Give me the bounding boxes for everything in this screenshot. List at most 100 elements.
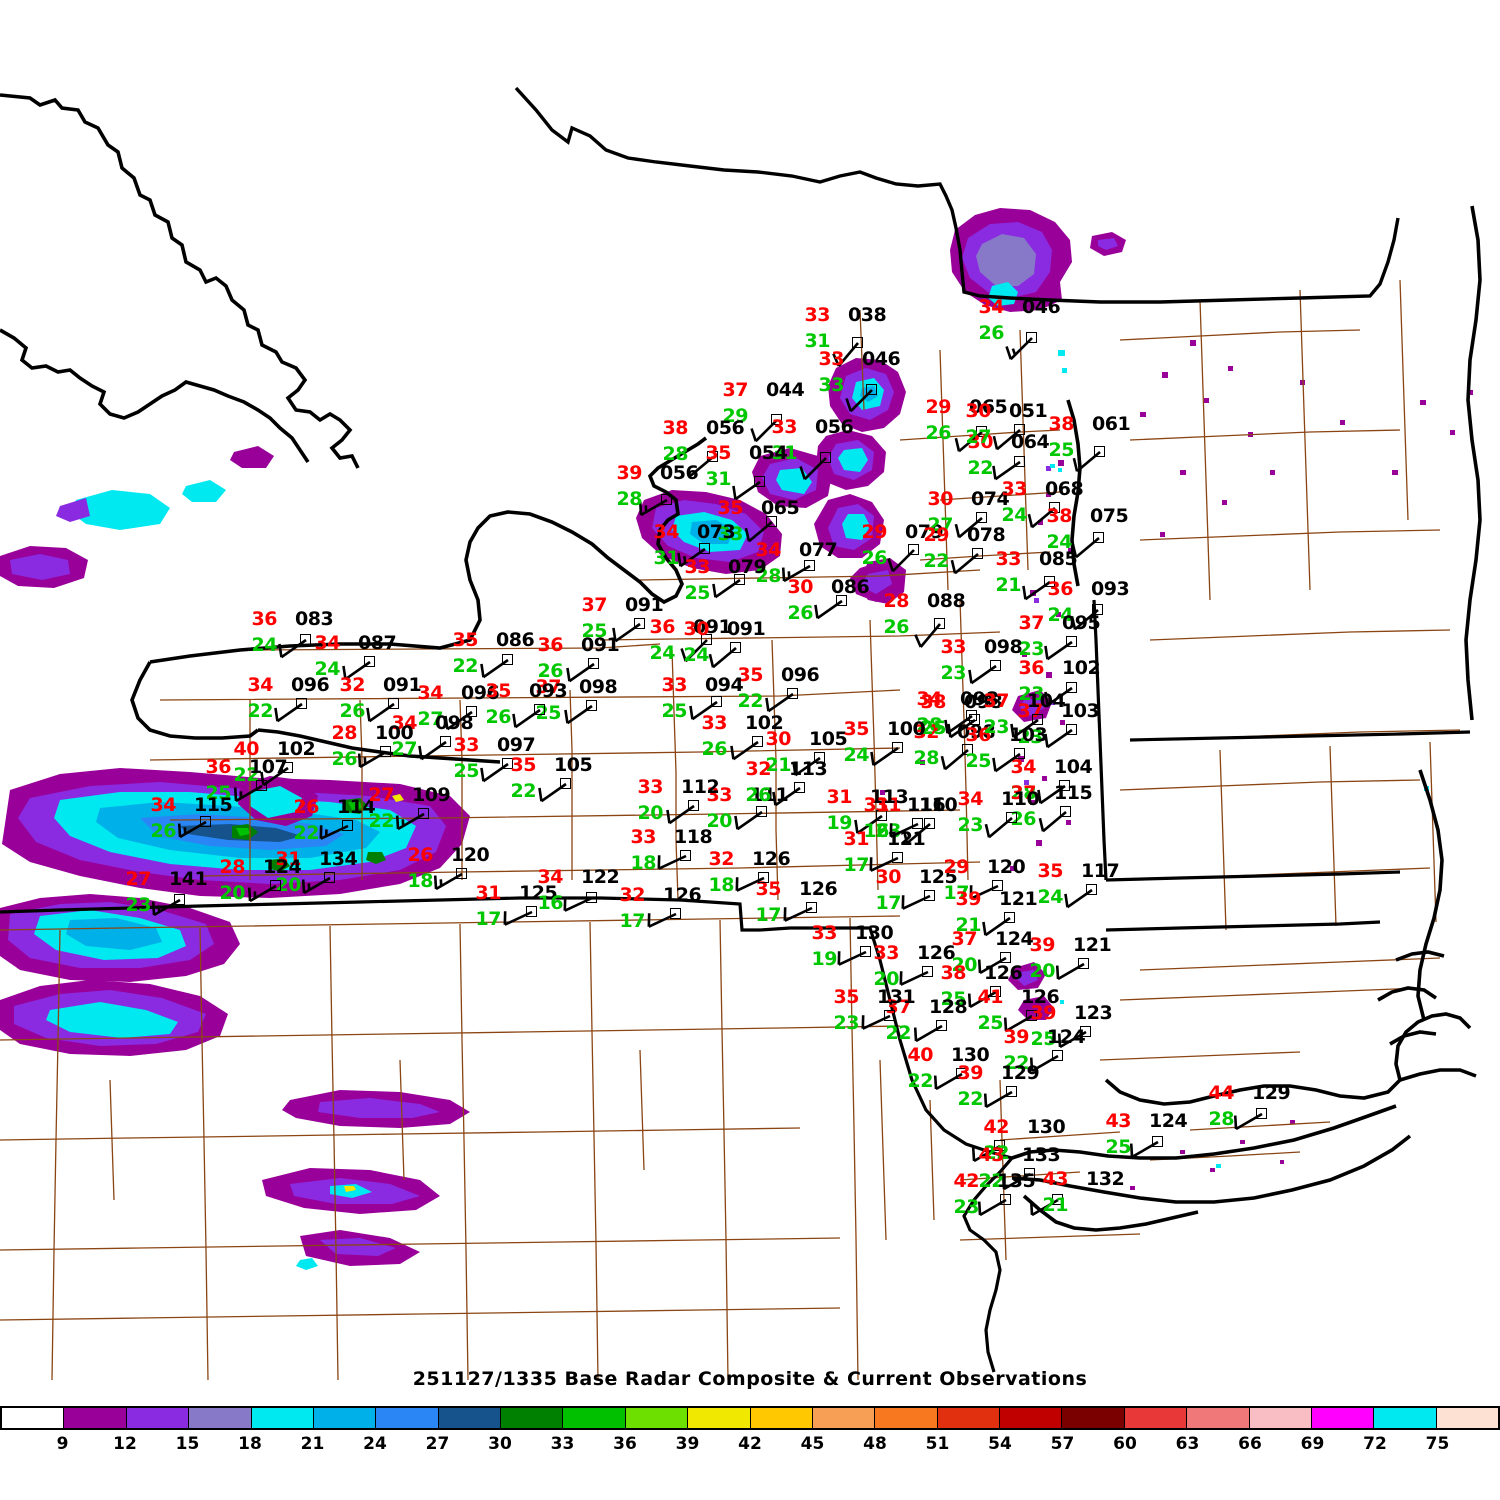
state-borders (0, 86, 1482, 1373)
wind-barb (1001, 1172, 1031, 1191)
wind-barb (357, 750, 387, 769)
station-pressure: 112 (681, 776, 720, 798)
colorbar-tick-39: 39 (675, 1434, 700, 1454)
station-temperature: 32 (339, 674, 366, 696)
station-marker-icon (956, 1068, 967, 1079)
wind-barb (799, 457, 827, 481)
colorbar-tick-57: 57 (1050, 1434, 1075, 1454)
station-marker-icon (754, 476, 765, 487)
station-dewpoint: 29 (722, 405, 749, 427)
station-dewpoint: 17 (619, 910, 646, 932)
wind-barb (1057, 1030, 1087, 1049)
station-pressure: 124 (1149, 1110, 1188, 1132)
station-temperature: 33 (453, 734, 480, 756)
station-pressure: 098 (435, 712, 474, 734)
colorbar-tick-69: 69 (1300, 1434, 1325, 1454)
station-marker-icon (1032, 714, 1043, 725)
station-dewpoint: 24 (251, 634, 278, 656)
station-pressure: 124 (995, 928, 1034, 950)
wind-barb (274, 702, 303, 723)
station-dewpoint: 25 (535, 702, 562, 724)
station-temperature: 28 (219, 856, 246, 878)
station-temperature: 33 (811, 922, 838, 944)
station-temperature: 42 (953, 1170, 980, 1192)
station-temperature: 33 (940, 636, 967, 658)
station-pressure: 079 (905, 521, 944, 543)
station-pressure: 104 (1054, 756, 1093, 778)
station-pressure: 124 (263, 856, 302, 878)
station-pressure: 075 (1090, 505, 1129, 527)
wind-barb (977, 956, 1007, 975)
station-temperature: 33 (637, 776, 664, 798)
station-marker-icon (936, 1020, 947, 1031)
station-dewpoint: 26 (537, 660, 564, 682)
wind-barb (889, 822, 919, 838)
wind-barb (1070, 609, 1099, 631)
station-marker-icon (1026, 332, 1037, 343)
wind-barb (538, 782, 567, 803)
station-pressure: 141 (169, 868, 208, 890)
colorbar-tick-30: 30 (488, 1434, 512, 1454)
station-pressure: 093 (529, 680, 568, 702)
station-pressure: 078 (967, 524, 1006, 546)
wind-barb (1038, 811, 1067, 833)
station-dewpoint: 21 (765, 754, 792, 776)
station-temperature: 37 (722, 379, 749, 401)
station-temperature: 36 (649, 616, 676, 638)
station-pressure: 100 (887, 718, 926, 740)
station-marker-icon (711, 696, 722, 707)
station-marker-icon (200, 816, 211, 827)
station-temperature: 33 (661, 674, 688, 696)
station-marker-icon (976, 426, 987, 437)
station-pressure: 095 (1062, 612, 1101, 634)
station-dewpoint: 18 (630, 852, 657, 874)
station-temperature: 33 (701, 712, 728, 734)
station-dewpoint: 26 (925, 422, 952, 444)
colorbar-band-17 (1062, 1408, 1125, 1428)
map-canvas[interactable]: 33 31 038 33 33 046 37 29 044 38 28 056 33 31 056 35 31 0… (0, 0, 1500, 1380)
station-temperature: 32 (913, 721, 940, 743)
station-marker-icon (440, 736, 451, 747)
station-pressure: 054 (749, 442, 788, 464)
station-temperature: 34 (150, 794, 177, 816)
radar-cell-north (950, 208, 1126, 312)
station-pressure: 087 (358, 632, 397, 654)
station-pressure: 094 (705, 674, 744, 696)
colorbar-band-22 (1374, 1408, 1437, 1428)
station-pressure: 125 (919, 866, 958, 888)
colorbar-band-16 (1000, 1408, 1063, 1428)
wind-barb (902, 823, 931, 845)
wind-barb (612, 622, 641, 643)
wind-barb (1064, 888, 1093, 909)
station-marker-icon (1060, 806, 1071, 817)
station-pressure: 113 (789, 758, 828, 780)
colorbar-tick-54: 54 (988, 1434, 1012, 1454)
station-dewpoint: 24 (683, 644, 710, 666)
station-pressure: 056 (815, 416, 854, 438)
station-temperature: 43 (1105, 1110, 1132, 1132)
station-marker-icon (794, 782, 805, 793)
station-dewpoint: 28 (1010, 782, 1037, 804)
reflectivity-colorbar[interactable]: 9 12 15 18 21 24 27 30 33 36 39 42 45 48 51 54 57 60 63 66 6… (0, 1406, 1500, 1460)
station-dewpoint: 25 (453, 760, 480, 782)
station-pressure: 130 (855, 922, 894, 944)
station-temperature: 31 (826, 786, 853, 808)
station-marker-icon (787, 688, 798, 699)
station-pressure: 064 (1011, 431, 1050, 453)
station-marker-icon (1024, 1168, 1035, 1179)
station-temperature: 31 (475, 882, 502, 904)
station-temperature: 37 (983, 690, 1010, 712)
station-marker-icon (860, 946, 871, 957)
station-dewpoint: 28 (662, 443, 689, 465)
wind-barb (992, 429, 1021, 451)
station-marker-icon (1094, 446, 1105, 457)
wind-barb (1029, 1198, 1059, 1217)
station-temperature: 40 (907, 1044, 934, 1066)
station-temperature: 33 (684, 556, 711, 578)
wind-barb (638, 498, 668, 517)
station-temperature: 32 (708, 848, 735, 870)
wind-barb (750, 419, 778, 443)
station-temperature: 35 (1037, 860, 1064, 882)
station-dewpoint: 27 (417, 708, 444, 730)
station-temperature: 29 (923, 524, 950, 546)
